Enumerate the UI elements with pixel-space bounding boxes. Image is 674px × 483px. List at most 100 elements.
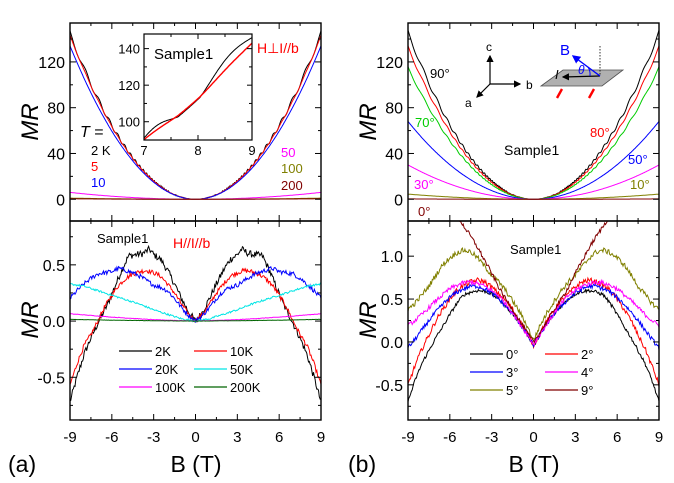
y-tick-label: 80 (385, 101, 403, 118)
legend-label: 4° (581, 365, 593, 380)
a-axis-arrow (476, 83, 491, 98)
annotation-70deg: 70° (415, 115, 435, 130)
annotation-50deg: 50° (628, 152, 648, 167)
ylabel-a-top: MR (17, 103, 44, 140)
legend-label: 10K (230, 344, 253, 359)
temperature-legend-a-top: T = 2 K 5 10 50 100 200 H⊥I//b (80, 40, 303, 193)
title-sample1-a-bottom: Sample1 (97, 231, 148, 246)
inset-y-tick-label: 100 (118, 115, 140, 130)
series-line-b-bottom-9 (459, 221, 608, 344)
ylabel-a-bottom: MR (17, 301, 44, 338)
inset-title: Sample1 (154, 46, 213, 63)
xlabel-a: B (T) (170, 451, 221, 477)
subtitle-field-geometry-a-bottom: H//I//b (173, 235, 211, 251)
annotation-10K: 10 (91, 175, 105, 190)
x-tick-label: 0 (529, 429, 537, 446)
title-sample1-b-bottom: Sample1 (510, 242, 561, 257)
contact-lead-left (555, 88, 564, 99)
inset-x-tick-label: 8 (194, 143, 201, 158)
series-line-b-bottom-4 (408, 278, 659, 346)
xlabel-b: B (T) (508, 451, 559, 477)
x-tick-label: -9 (401, 429, 414, 446)
annotation-100K: 100 (281, 161, 303, 176)
legend-b-bottom: 0° 2° 3° 4° 5° 9° (470, 347, 593, 398)
annotation-90deg: 90° (430, 66, 450, 81)
legend-label: 0° (506, 347, 518, 362)
annotation-10deg: 10° (630, 177, 650, 192)
sample-plate (539, 69, 625, 87)
y-tick-label: -0.5 (375, 378, 403, 395)
legend-label: 5° (506, 383, 518, 398)
y-tick-label: 0.0 (381, 335, 403, 352)
y-tick-label: 0 (394, 192, 403, 209)
annotation-200K: 200 (281, 178, 303, 193)
annotation-2K: 2 K (91, 143, 111, 158)
angle-arc (587, 66, 591, 77)
legend-a-bottom: 2K 10K 20K 50K 100K 200K (119, 344, 261, 395)
legend-label: 20K (155, 362, 178, 377)
series-line-a-bottom-10K (70, 267, 321, 385)
y-tick-label: 1.0 (381, 249, 403, 266)
series-group-a-top (70, 30, 321, 200)
annotation-T-equals: T = (80, 124, 104, 141)
y-tick-label: 0.5 (43, 258, 65, 275)
series-line-b-bottom-2 (408, 276, 659, 387)
current-label: I (555, 67, 559, 82)
ylabel-b-bottom: MR (355, 301, 382, 338)
series-line-b-top-10 (408, 193, 659, 200)
crystal-axes-schematic: c b a B I θ (465, 40, 625, 110)
y-tick-label: 80 (47, 101, 65, 118)
y-tick-label: 120 (376, 55, 403, 72)
inset-x-tick-label: 9 (248, 143, 255, 158)
y-tick-label: 40 (385, 146, 403, 163)
field-label: B (560, 42, 570, 59)
inset-y-tick-label: 120 (118, 78, 140, 93)
field-arrow (571, 55, 601, 77)
series-line-b-top-70 (408, 66, 659, 200)
x-tick-label: -3 (485, 429, 498, 446)
series-line-a-bottom-2K (70, 244, 321, 402)
annotation-80deg: 80° (590, 125, 610, 140)
series-line-b-top-90 (408, 30, 659, 200)
title-sample1-b-top: Sample1 (504, 142, 559, 158)
annotation-50K: 50 (281, 145, 295, 160)
series-line-a-bottom-200K (70, 318, 321, 322)
series-group-b-bottom (408, 221, 659, 402)
b-axis-label: b (526, 78, 533, 92)
y-tick-label: 40 (47, 146, 65, 163)
x-tick-label: 9 (317, 429, 325, 446)
a-axis-label: a (465, 96, 472, 110)
panel-label-a: (a) (8, 451, 36, 477)
y-tick-label: 0.0 (43, 314, 65, 331)
inset-series-group (144, 37, 252, 140)
annotation-30deg: 30° (414, 177, 434, 192)
x-tick-label: 3 (571, 429, 579, 446)
x-tick-label: 3 (233, 429, 241, 446)
inset-series-line-5K (144, 42, 252, 140)
x-tick-label: 9 (655, 429, 663, 446)
panel-b-bottom: -0.5 0.0 0.5 1.0 -9 -6 -3 0 3 6 9 (375, 220, 663, 446)
y-tick-label: 0.5 (381, 292, 403, 309)
x-tick-label: -6 (443, 429, 456, 446)
legend-label: 2K (155, 344, 171, 359)
y-tick-label: 120 (38, 55, 65, 72)
series-group-b-top (408, 30, 659, 200)
angle-labels-b-top: 90° 80° 70° 50° 30° 10° 0° Sample1 (414, 66, 650, 219)
series-line-b-top-30 (408, 164, 659, 200)
y-tick-label: 0 (56, 192, 65, 209)
annotation-5K: 5 (91, 159, 98, 174)
current-arrow (561, 73, 601, 81)
annotation-field-geometry: H⊥I//b (257, 40, 299, 56)
series-line-b-bottom-3 (408, 282, 659, 351)
x-tick-label: -3 (147, 429, 160, 446)
plot-frame-b-top (407, 22, 660, 222)
inset-x-tick-label: 7 (140, 143, 147, 158)
x-tick-label: 6 (613, 429, 621, 446)
legend-label: 2° (581, 347, 593, 362)
series-group-a-bottom (70, 244, 321, 402)
legend-label: 9° (581, 383, 593, 398)
series-line-b-top-50 (408, 121, 659, 200)
c-axis-label: c (486, 40, 492, 54)
legend-label: 3° (506, 365, 518, 380)
